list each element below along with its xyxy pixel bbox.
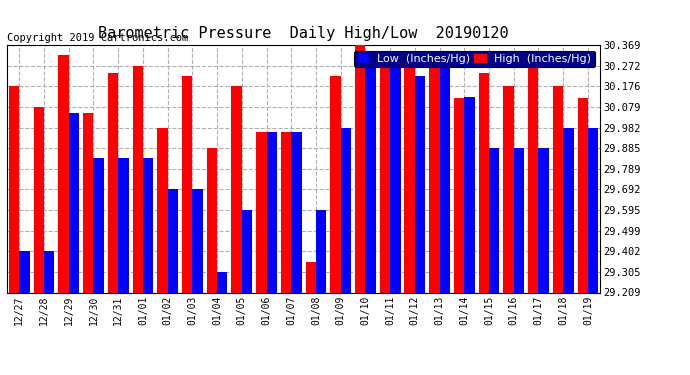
Bar bbox=[538, 148, 549, 292]
Bar bbox=[34, 107, 44, 292]
Bar bbox=[193, 189, 203, 292]
Bar bbox=[454, 98, 464, 292]
Bar bbox=[241, 210, 252, 292]
Bar bbox=[504, 86, 514, 292]
Bar bbox=[479, 72, 489, 292]
Bar bbox=[182, 76, 193, 292]
Bar bbox=[316, 210, 326, 292]
Bar bbox=[93, 158, 104, 292]
Bar bbox=[132, 66, 143, 292]
Bar bbox=[578, 98, 588, 292]
Bar bbox=[553, 86, 563, 292]
Bar bbox=[355, 45, 366, 292]
Bar bbox=[588, 128, 598, 292]
Bar bbox=[143, 158, 153, 292]
Bar bbox=[83, 113, 93, 292]
Bar bbox=[429, 51, 440, 292]
Legend: Low  (Inches/Hg), High  (Inches/Hg): Low (Inches/Hg), High (Inches/Hg) bbox=[353, 51, 595, 68]
Bar bbox=[168, 189, 178, 292]
Bar bbox=[291, 132, 302, 292]
Bar bbox=[380, 66, 390, 292]
Bar bbox=[415, 76, 425, 292]
Bar bbox=[256, 132, 266, 292]
Bar bbox=[331, 76, 341, 292]
Bar bbox=[464, 97, 475, 292]
Bar bbox=[44, 251, 55, 292]
Bar bbox=[19, 251, 30, 292]
Bar bbox=[207, 148, 217, 292]
Bar bbox=[563, 128, 573, 292]
Bar bbox=[514, 148, 524, 292]
Bar bbox=[489, 148, 500, 292]
Bar bbox=[69, 113, 79, 292]
Text: Copyright 2019 Cartronics.com: Copyright 2019 Cartronics.com bbox=[7, 33, 188, 42]
Bar bbox=[366, 66, 376, 292]
Bar bbox=[281, 132, 291, 292]
Bar bbox=[118, 158, 128, 292]
Title: Barometric Pressure  Daily High/Low  20190120: Barometric Pressure Daily High/Low 20190… bbox=[98, 26, 509, 41]
Bar bbox=[9, 86, 19, 292]
Bar bbox=[266, 132, 277, 292]
Bar bbox=[59, 56, 69, 292]
Bar bbox=[231, 86, 241, 292]
Bar bbox=[341, 128, 351, 292]
Bar bbox=[404, 66, 415, 292]
Bar bbox=[440, 66, 450, 292]
Bar bbox=[157, 128, 168, 292]
Bar bbox=[390, 66, 400, 292]
Bar bbox=[108, 72, 118, 292]
Bar bbox=[306, 262, 316, 292]
Bar bbox=[217, 272, 228, 292]
Bar bbox=[528, 66, 538, 292]
